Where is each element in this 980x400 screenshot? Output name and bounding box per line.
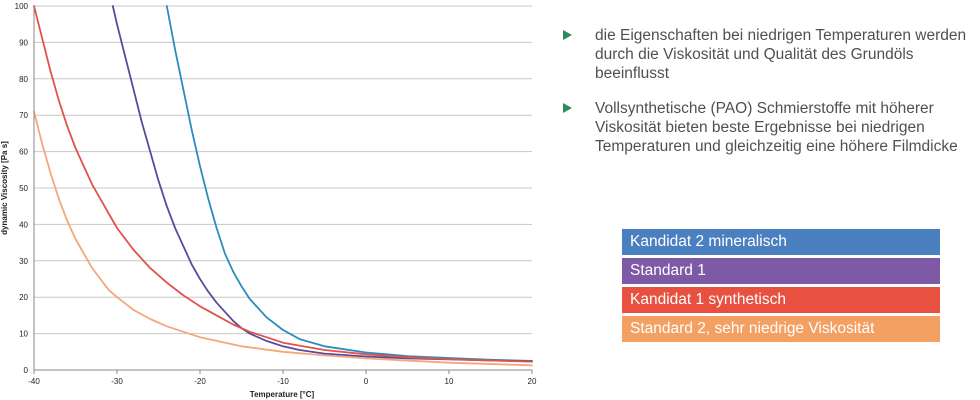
y-tick-label: 30 — [19, 257, 28, 266]
chart-axes: 0 10 20 30 40 50 60 70 80 90 100 -40 -30 -20 -10 0 10 20 — [15, 2, 537, 386]
y-tick-label: 20 — [19, 293, 28, 302]
y-tick-label: 60 — [19, 148, 28, 157]
x-tick-label: -40 — [28, 377, 40, 386]
bullet-text-2: Vollsynthetische (PAO) Schmierstoffe mit… — [595, 100, 958, 155]
x-tick-label: 20 — [528, 377, 537, 386]
x-tick-label: 0 — [364, 377, 369, 386]
legend-item-standard-2: Standard 2, sehr niedrige Viskosität — [622, 316, 940, 342]
x-tick-label: -10 — [277, 377, 289, 386]
y-tick-label: 80 — [19, 75, 28, 84]
y-tick-label: 40 — [19, 220, 28, 229]
legend-item-standard-1: Standard 1 — [622, 258, 940, 284]
y-tick-label: 100 — [15, 2, 29, 11]
chart-series — [33, 5, 533, 367]
x-tick-label: 10 — [445, 377, 454, 386]
series-line-2 — [111, 5, 533, 363]
y-tick-label: 70 — [19, 111, 28, 120]
bullet-item-2: Vollsynthetische (PAO) Schmierstoffe mit… — [563, 99, 973, 156]
legend-item-kandidat-2: Kandidat 2 mineralisch — [622, 229, 940, 255]
legend-label: Standard 2, sehr niedrige Viskosität — [630, 320, 875, 337]
y-axis-label: dynamic Viscosity [Pa s] — [0, 141, 9, 235]
chart-grid — [34, 5, 532, 371]
chart-legend: Kandidat 2 mineralisch Standard 1 Kandid… — [622, 229, 940, 345]
x-tick-label: -20 — [194, 377, 206, 386]
series-line-1 — [165, 5, 533, 362]
legend-item-kandidat-1: Kandidat 1 synthetisch — [622, 287, 940, 313]
legend-label: Kandidat 1 synthetisch — [630, 291, 786, 308]
bullet-item-1: die Eigenschaften bei niedrigen Temperat… — [563, 26, 973, 83]
x-axis-label: Temperature [°C] — [250, 390, 315, 399]
bullet-list: die Eigenschaften bei niedrigen Temperat… — [563, 26, 973, 172]
triangle-bullet-icon — [563, 30, 572, 40]
y-tick-label: 0 — [24, 366, 29, 375]
triangle-bullet-icon — [563, 103, 572, 113]
legend-label: Standard 1 — [630, 262, 706, 279]
series-line-4 — [33, 110, 533, 367]
y-tick-label: 90 — [19, 38, 28, 47]
y-tick-label: 50 — [19, 184, 28, 193]
legend-label: Kandidat 2 mineralisch — [630, 233, 787, 250]
y-tick-label: 10 — [19, 330, 28, 339]
x-tick-label: -30 — [111, 377, 123, 386]
series-line-3 — [33, 5, 533, 363]
bullet-text-1: die Eigenschaften bei niedrigen Temperat… — [595, 27, 967, 82]
